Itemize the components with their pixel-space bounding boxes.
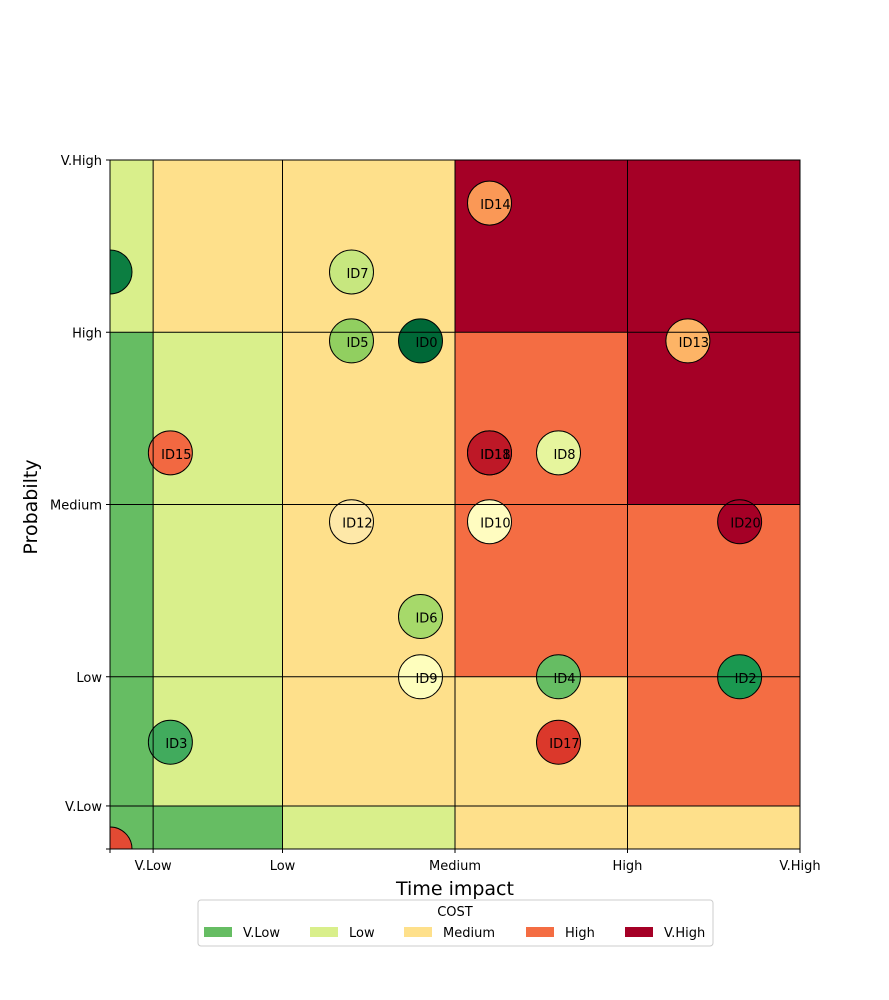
grid-lines [110, 160, 800, 849]
bubble-label: ID6 [415, 611, 437, 626]
bubble-label: ID12 [342, 517, 372, 532]
bubble-label: ID4 [553, 672, 575, 687]
bubble-id10 [467, 499, 512, 545]
legend-label: Low [349, 926, 375, 941]
bubble-id16 [110, 249, 133, 295]
bubble-label: ID20 [730, 517, 760, 532]
legend-swatch [310, 927, 338, 937]
bubble-label: ID11 [480, 448, 510, 463]
matrix-cell [153, 805, 283, 849]
bubble-id6 [398, 593, 443, 639]
bubble-id14 [467, 180, 512, 226]
matrix-cell [110, 160, 154, 333]
bubble-label: ID2 [735, 672, 757, 687]
bubble-id0 [398, 318, 443, 364]
x-axis-ticks: V.Low Low Medium High V.High [109, 849, 821, 874]
bubble-id1 [110, 826, 133, 849]
bubble-label: ID13 [679, 336, 709, 351]
bubble-label: ID3 [165, 737, 187, 752]
y-axis-ticks: V.Low Low Medium High V.High [50, 154, 110, 850]
legend-swatch [204, 927, 232, 937]
matrix-cell [455, 805, 628, 849]
bubble-label: ID17 [549, 737, 579, 752]
bubble-id8 [536, 430, 581, 476]
x-tick-label: High [613, 859, 643, 874]
y-tick-label: V.High [61, 154, 102, 169]
x-tick-label: Low [270, 859, 296, 874]
matrix-cell [110, 504, 154, 677]
legend-swatch [625, 927, 653, 937]
matrix-cell [627, 332, 800, 505]
legend-entries: V.Low Low Medium High V.High [204, 926, 705, 941]
bubble-label: ID14 [480, 198, 510, 213]
matrix-cell [110, 676, 154, 806]
matrix-cell [153, 332, 283, 505]
legend-label: High [565, 926, 595, 941]
bubble-id20 [717, 499, 763, 545]
bubble-label: ID9 [415, 672, 437, 687]
bubble-label: ID7 [346, 267, 368, 282]
y-tick-label: Low [76, 671, 102, 686]
y-tick-label: High [72, 326, 102, 341]
matrix-cell [627, 160, 800, 333]
legend-label: V.High [664, 926, 705, 941]
x-axis-title: Time impact [395, 878, 514, 900]
y-tick-label: Medium [50, 499, 102, 514]
bubble-label-layer: ID0 ID2 ID3 ID4 ID5 ID6 ID7 ID8 ID9 ID10 ID11 ID12 I… [161, 198, 761, 752]
legend: COST V.Low Low Medium High V.High [197, 899, 714, 947]
matrix-cell [282, 160, 455, 333]
matrix-cell [153, 504, 283, 677]
bubble-id7 [329, 249, 374, 295]
y-tick-label: V.Low [65, 800, 102, 815]
bubble-label: ID10 [480, 517, 510, 532]
matrix-cell [153, 160, 283, 333]
bubble-id13 [665, 318, 711, 364]
bubble-label: ID5 [346, 336, 368, 351]
matrix-cell [627, 805, 800, 849]
matrix-cell [627, 676, 800, 806]
matrix-cell [455, 332, 628, 505]
y-axis-title: Probabilty [20, 459, 42, 554]
legend-label: Medium [443, 926, 495, 941]
bubble-label: ID18 [480, 448, 510, 463]
x-tick-label: V.Low [135, 859, 172, 874]
legend-swatch [404, 927, 432, 937]
matrix-cell [627, 504, 800, 677]
bubble-id17 [536, 719, 581, 765]
bubble-label: ID15 [161, 448, 191, 463]
x-tick-label: Medium [429, 859, 481, 874]
legend-swatch [526, 927, 554, 937]
matrix-cells [110, 160, 800, 849]
legend-title: COST [437, 905, 473, 920]
bubble-id12 [329, 499, 374, 545]
bubble-id18 [467, 430, 512, 476]
x-tick-label: V.High [779, 859, 820, 874]
bubble-id15 [147, 430, 193, 476]
bubble-id5 [329, 318, 374, 364]
bubble-layer [110, 180, 763, 849]
bubble-label: ID0 [415, 336, 437, 351]
matrix-cell [110, 332, 154, 505]
legend-label: V.Low [243, 926, 280, 941]
bubble-id3 [147, 719, 193, 765]
bubble-label: ID8 [553, 448, 575, 463]
matrix-cell [282, 805, 455, 849]
